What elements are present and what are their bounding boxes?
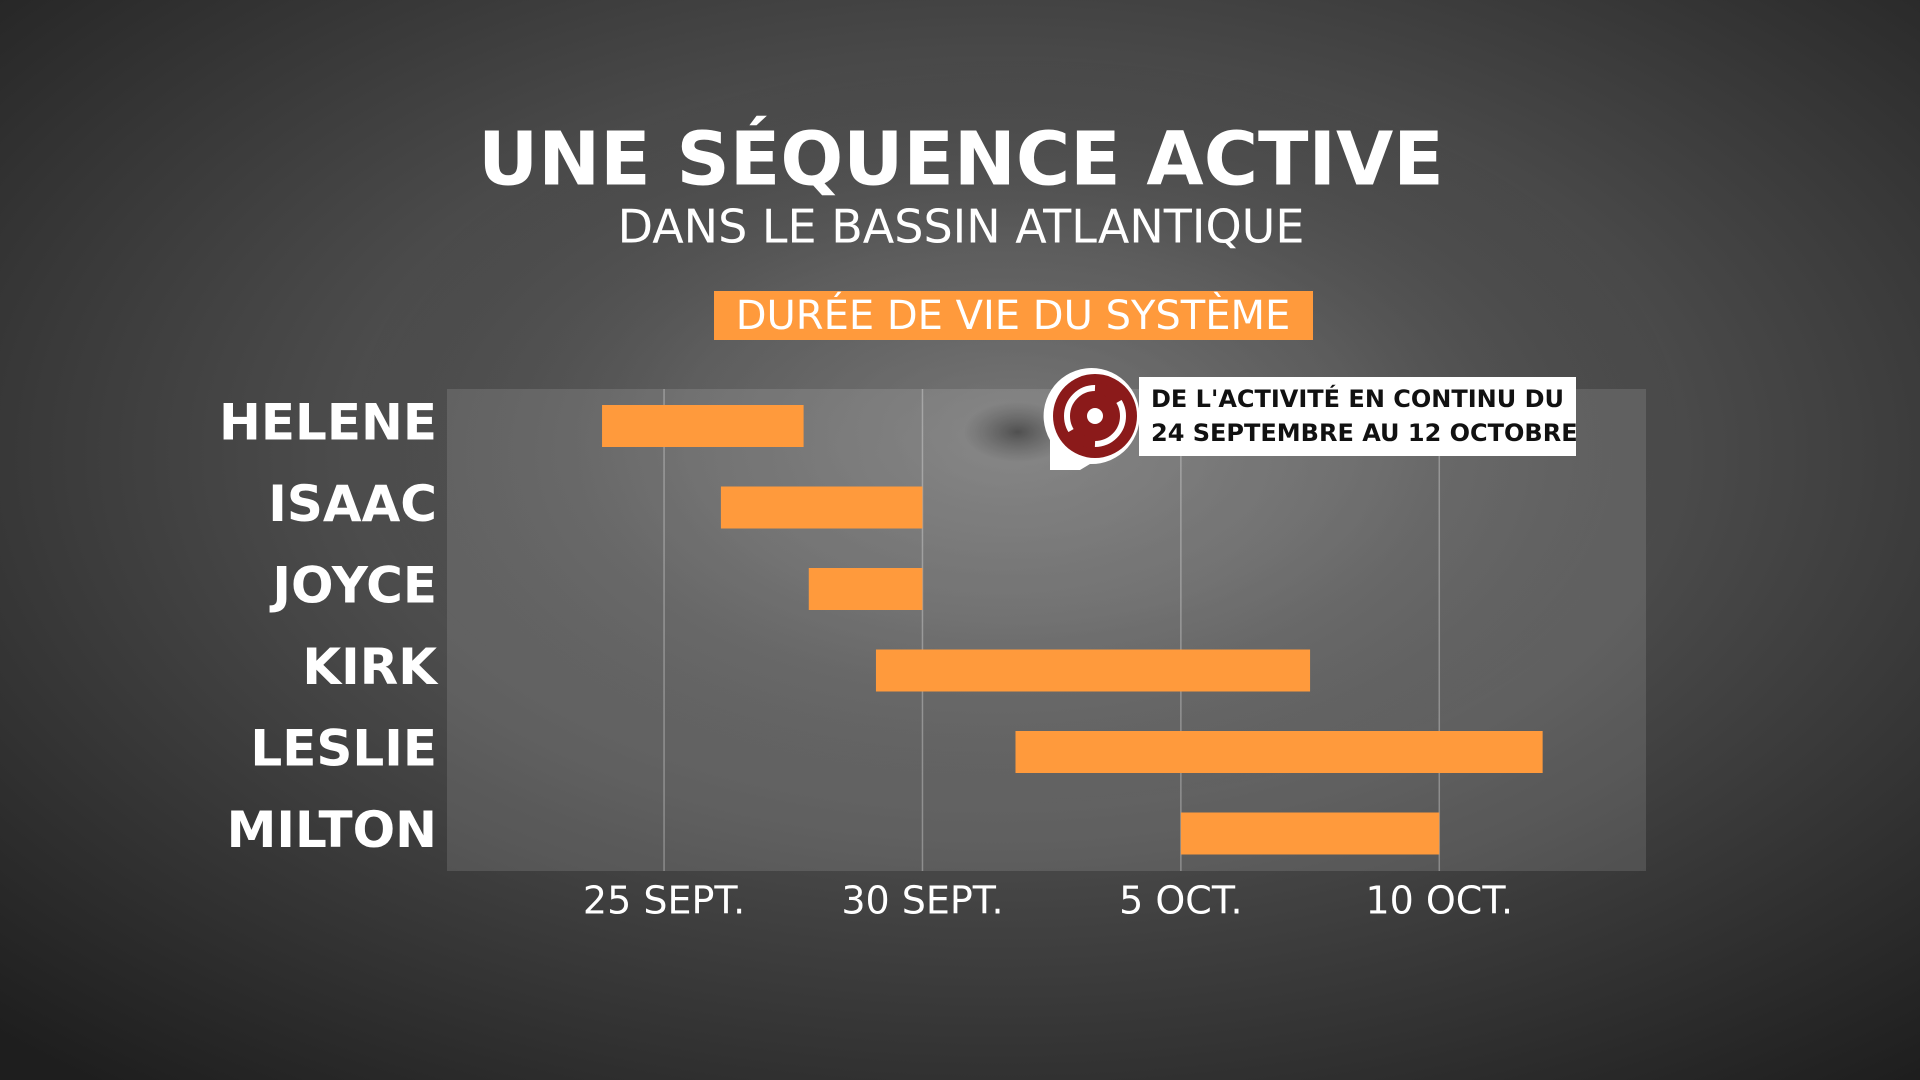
bar [1015, 731, 1543, 773]
annotation-box [1139, 377, 1576, 456]
bar [1180, 812, 1440, 855]
plot: 25 SEPT. 30 SEPT. 5 OCT. 10 OCT. HELENE ISAAC… [219, 389, 1543, 923]
bar [875, 649, 1311, 692]
y-tick-label: MILTON [227, 801, 437, 859]
bar [720, 486, 923, 529]
x-tick-label: 10 OCT. [1365, 879, 1513, 923]
label-text: DURÉE DE VIE DU SYSTÈME [736, 291, 1291, 339]
y-tick-label: KIRK [302, 638, 439, 696]
chart-subtitle: DANS LE BASSIN ATLANTIQUE [618, 200, 1305, 254]
y-tick-label: HELENE [219, 394, 437, 452]
plot-area [447, 389, 1646, 871]
y-tick-label: JOYCE [269, 557, 437, 615]
y-tick-label: LESLIE [250, 720, 437, 778]
x-tick-label: 5 OCT. [1119, 879, 1242, 923]
label-box [714, 291, 1313, 340]
y-tick-label: ISAAC [268, 475, 437, 533]
bar [808, 568, 923, 610]
chart-title: UNE SÉQUENCE ACTIVE [478, 115, 1444, 203]
annotation-text: DE L'ACTIVITÉ EN CONTINU DU [1151, 384, 1564, 413]
hurricane-icon [1043, 368, 1140, 470]
x-tick-label: 25 SEPT. [583, 879, 745, 923]
x-tick-label: 30 SEPT. [841, 879, 1003, 923]
bar [602, 405, 804, 447]
annotation-text: 24 SEPTEMBRE AU 12 OCTOBRE [1151, 419, 1578, 447]
